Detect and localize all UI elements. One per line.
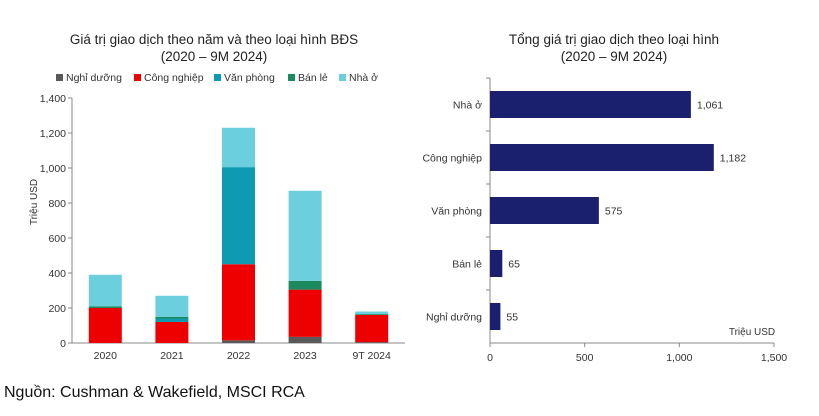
left-chart-bars (88, 127, 389, 343)
left-chart-title: Giá trị giao dịch theo năm và theo loại … (70, 32, 358, 47)
bar (490, 144, 714, 171)
legend-swatch (134, 74, 141, 81)
bar-value-label: 65 (508, 259, 520, 271)
left-x-tick-label: 9T 2024 (353, 350, 391, 362)
right-x-tick-label: 1,000 (666, 352, 692, 364)
bar-segment (288, 336, 322, 343)
legend-label: Nhà ở (349, 72, 378, 84)
right-y-tick-label: Bán lẻ (452, 259, 482, 271)
right-x-axis-title: Triệu USD (729, 327, 775, 338)
bar (490, 91, 691, 118)
legend-swatch (56, 74, 63, 81)
right-y-tick-label: Nghỉ dưỡng (426, 312, 482, 324)
left-y-tick-label: 1,400 (40, 93, 66, 105)
bar-segment (222, 340, 255, 343)
right-y-tick-label: Văn phòng (431, 206, 482, 218)
right-y-tick-label: Nhà ở (453, 100, 482, 112)
bar-segment (88, 306, 122, 308)
left-x-tick-label: 2021 (160, 350, 184, 362)
legend-swatch (288, 74, 295, 81)
bar (490, 250, 503, 277)
right-x-tick-label: 1,500 (761, 352, 787, 364)
source-note: Nguồn: Cushman & Wakefield, MSCI RCA (4, 384, 305, 401)
left-chart-axes: 0 200 400 600 800 1,000 1,200 1,400 2020 2021 2022… (40, 93, 405, 362)
bar-segment (88, 274, 122, 307)
left-y-tick-label: 200 (48, 303, 66, 315)
legend-swatch (214, 74, 221, 81)
bar-segment (222, 167, 255, 265)
left-y-tick-label: 400 (48, 268, 66, 280)
horizontal-bar-chart: Tổng giá trị giao dịch theo loại hình (2… (422, 32, 787, 364)
left-chart-legend: Nghỉ dưỡng Công nghiệp Văn phòng Bán lẻ Nhà … (56, 72, 378, 84)
stacked-bar-chart: Giá trị giao dịch theo năm và theo loại … (29, 32, 405, 362)
legend-label: Công nghiệp (144, 72, 204, 84)
bar-segment (355, 314, 389, 315)
bar-value-label: 575 (605, 206, 623, 218)
right-chart-axes: 0 500 1,000 1,500 Nhà ở Công nghiệp Văn phòng B… (422, 77, 787, 364)
bar-segment (288, 289, 322, 337)
left-y-tick-label: 600 (48, 233, 66, 245)
bar-segment (222, 127, 255, 168)
left-x-tick-label: 2022 (227, 350, 251, 362)
legend-label: Văn phòng (224, 72, 275, 84)
bar-segment (155, 322, 189, 343)
legend-label: Nghỉ dưỡng (66, 72, 122, 84)
bar-segment (355, 315, 389, 343)
legend-label: Bán lẻ (298, 72, 328, 84)
left-y-tick-label: 0 (60, 338, 66, 350)
bar-segment (155, 316, 189, 319)
bar (490, 303, 501, 330)
right-y-tick-label: Công nghiệp (422, 153, 482, 165)
left-y-axis-title: Triệu USD (29, 179, 40, 225)
bar-segment (222, 264, 255, 341)
bar (490, 197, 599, 224)
left-y-tick-label: 1,200 (40, 128, 66, 140)
right-chart-title: Tổng giá trị giao dịch theo loại hình (509, 32, 719, 47)
left-y-tick-label: 1,000 (40, 163, 66, 175)
right-x-tick-label: 0 (487, 352, 493, 364)
bar-value-label: 55 (506, 312, 518, 324)
bar-segment (355, 342, 389, 343)
bar-segment (155, 318, 189, 322)
legend-swatch (339, 74, 346, 81)
bar-value-label: 1,182 (720, 153, 746, 165)
bar-segment (288, 190, 322, 281)
right-chart-subtitle: (2020 – 9M 2024) (561, 49, 668, 64)
bar-value-label: 1,061 (697, 100, 723, 112)
left-y-tick-label: 800 (48, 198, 66, 210)
left-chart-subtitle: (2020 – 9M 2024) (161, 49, 268, 64)
left-x-tick-label: 2023 (293, 350, 317, 362)
charts-canvas: Giá trị giao dịch theo năm và theo loại … (29, 32, 787, 364)
left-x-tick-label: 2020 (94, 350, 118, 362)
bar-segment (288, 280, 322, 290)
bar-segment (155, 295, 189, 317)
right-x-tick-label: 500 (576, 352, 594, 364)
right-chart-bars: 1,061 1,182 575 65 55 (490, 91, 746, 330)
bar-segment (355, 311, 389, 315)
bar-segment (88, 308, 122, 343)
